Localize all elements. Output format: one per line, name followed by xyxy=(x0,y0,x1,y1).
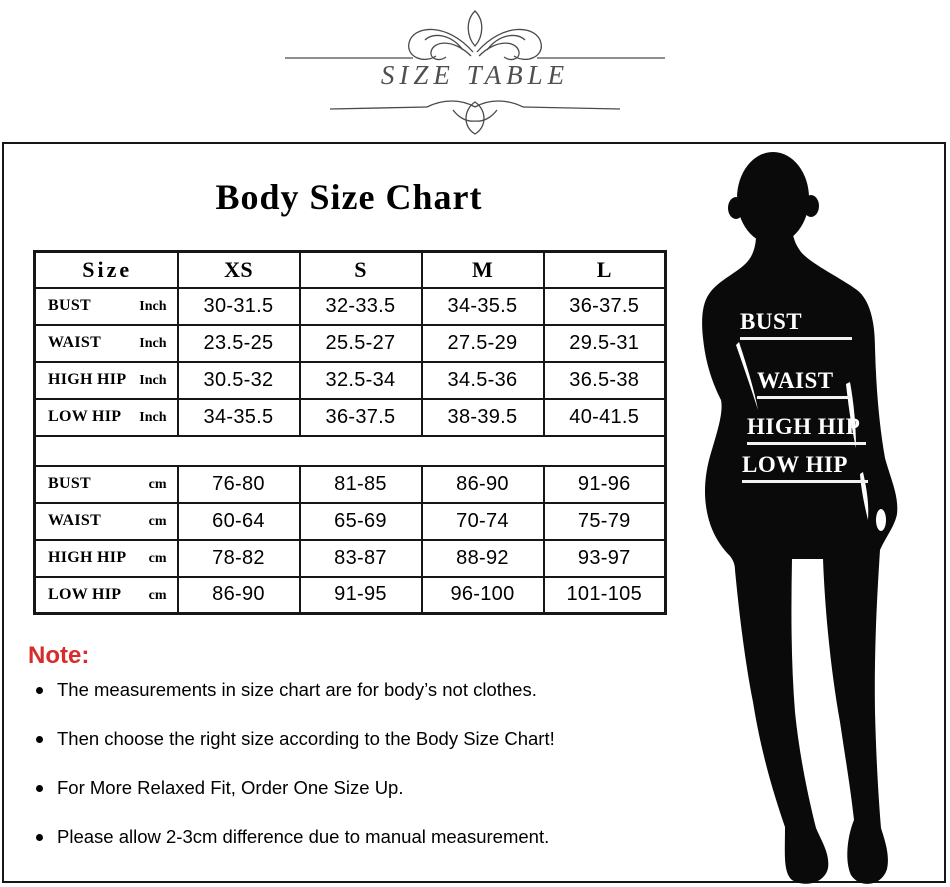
size-value: 65-69 xyxy=(298,501,423,541)
table-spacer xyxy=(33,434,667,467)
size-value: 91-96 xyxy=(542,464,667,504)
size-value: 81-85 xyxy=(298,464,423,504)
female-silhouette-icon xyxy=(702,152,898,884)
col-header-m: M xyxy=(420,250,545,289)
size-value: 36.5-38 xyxy=(542,360,667,400)
unit-label: cm xyxy=(148,514,167,529)
table-row-lowhip-inch: LOW HIP Inch 34-35.5 36-37.5 38-39.5 40-… xyxy=(33,397,667,437)
size-value: 23.5-25 xyxy=(176,323,301,363)
note-title: Note: xyxy=(28,642,90,669)
note-item: Then choose the right size according to … xyxy=(36,728,596,750)
size-value: 27.5-29 xyxy=(420,323,545,363)
size-value: 60-64 xyxy=(176,501,301,541)
col-header-s: S xyxy=(298,250,423,289)
size-value: 36-37.5 xyxy=(298,397,423,437)
unit-label: cm xyxy=(148,551,167,566)
table-row-lowhip-cm: LOW HIP cm 86-90 91-95 96-100 101-105 xyxy=(33,575,667,615)
size-value: 96-100 xyxy=(420,575,545,615)
row-label: LOW HIP xyxy=(48,585,122,603)
row-label-cell: HIGH HIP cm xyxy=(33,538,179,578)
size-value: 32.5-34 xyxy=(298,360,423,400)
size-value: 30.5-32 xyxy=(176,360,301,400)
size-value: 101-105 xyxy=(542,575,667,615)
unit-label: Inch xyxy=(139,410,167,425)
row-label: BUST xyxy=(48,297,91,314)
table-row-waist-cm: WAIST cm 60-64 65-69 70-74 75-79 xyxy=(33,501,667,541)
row-label-cell: BUST cm xyxy=(33,464,179,504)
size-value: 75-79 xyxy=(542,501,667,541)
figure-label-low-hip: LOW HIP xyxy=(742,453,868,483)
table-row-highhip-cm: HIGH HIP cm 78-82 83-87 88-92 93-97 xyxy=(33,538,667,578)
row-label-cell: LOW HIP cm xyxy=(33,575,179,615)
row-label-cell: WAIST cm xyxy=(33,501,179,541)
body-silhouette xyxy=(635,142,950,887)
row-label: HIGH HIP xyxy=(48,549,127,566)
row-label: BUST xyxy=(48,475,91,492)
size-value: 29.5-31 xyxy=(542,323,667,363)
size-value: 25.5-27 xyxy=(298,323,423,363)
row-label-cell: BUST Inch xyxy=(33,286,179,326)
row-label: HIGH HIP xyxy=(48,371,127,388)
page-title: Body Size Chart xyxy=(215,177,483,217)
size-value: 36-37.5 xyxy=(542,286,667,326)
table-row-waist-inch: WAIST Inch 23.5-25 25.5-27 27.5-29 29.5-… xyxy=(33,323,667,363)
table-spacer-row xyxy=(33,434,667,467)
note-item: The measurements in size chart are for b… xyxy=(36,679,596,701)
row-label-cell: LOW HIP Inch xyxy=(33,397,179,437)
col-header-xs: XS xyxy=(176,250,301,289)
size-value: 38-39.5 xyxy=(420,397,545,437)
row-label-cell: HIGH HIP Inch xyxy=(33,360,179,400)
size-value: 86-90 xyxy=(420,464,545,504)
size-value: 70-74 xyxy=(420,501,545,541)
unit-label: Inch xyxy=(139,336,167,351)
size-value: 83-87 xyxy=(298,538,423,578)
unit-label: cm xyxy=(148,477,167,492)
row-label: WAIST xyxy=(48,334,102,351)
content-frame xyxy=(2,142,946,883)
table-row-highhip-inch: HIGH HIP Inch 30.5-32 32.5-34 34.5-36 36… xyxy=(33,360,667,400)
size-value: 34.5-36 xyxy=(420,360,545,400)
note-item: For More Relaxed Fit, Order One Size Up. xyxy=(36,777,596,799)
ornament-header: SIZE TABLE xyxy=(275,6,675,136)
unit-label: Inch xyxy=(139,299,167,314)
unit-label: Inch xyxy=(139,373,167,388)
row-label: WAIST xyxy=(48,512,102,529)
size-value: 93-97 xyxy=(542,538,667,578)
flourish-icon xyxy=(285,10,665,135)
size-value: 78-82 xyxy=(176,538,301,578)
size-value: 76-80 xyxy=(176,464,301,504)
unit-label: cm xyxy=(148,587,167,603)
col-header-l: L xyxy=(542,250,667,289)
figure-label-bust: BUST xyxy=(740,310,852,340)
table-row-bust-cm: BUST cm 76-80 81-85 86-90 91-96 xyxy=(33,464,667,504)
note-list: The measurements in size chart are for b… xyxy=(36,679,596,875)
size-value: 86-90 xyxy=(176,575,301,615)
row-label: LOW HIP xyxy=(48,408,122,425)
size-value: 30-31.5 xyxy=(176,286,301,326)
table-row-bust-inch: BUST Inch 30-31.5 32-33.5 34-35.5 36-37.… xyxy=(33,286,667,326)
ornament-title: SIZE TABLE xyxy=(380,60,570,90)
size-value: 34-35.5 xyxy=(420,286,545,326)
size-value: 34-35.5 xyxy=(176,397,301,437)
size-value: 32-33.5 xyxy=(298,286,423,326)
figure-label-high-hip: HIGH HIP xyxy=(747,415,866,445)
table-header-row: Size XS S M L xyxy=(33,250,667,289)
size-header-cell: Size xyxy=(33,250,179,289)
size-value: 40-41.5 xyxy=(542,397,667,437)
row-label-cell: WAIST Inch xyxy=(33,323,179,363)
note-item: Please allow 2-3cm difference due to man… xyxy=(36,826,596,848)
figure-label-waist: WAIST xyxy=(757,369,851,399)
size-value: 91-95 xyxy=(298,575,423,615)
size-value: 88-92 xyxy=(420,538,545,578)
size-table: Size XS S M L BUST Inch 30-31.5 32-33.5 … xyxy=(33,250,667,615)
